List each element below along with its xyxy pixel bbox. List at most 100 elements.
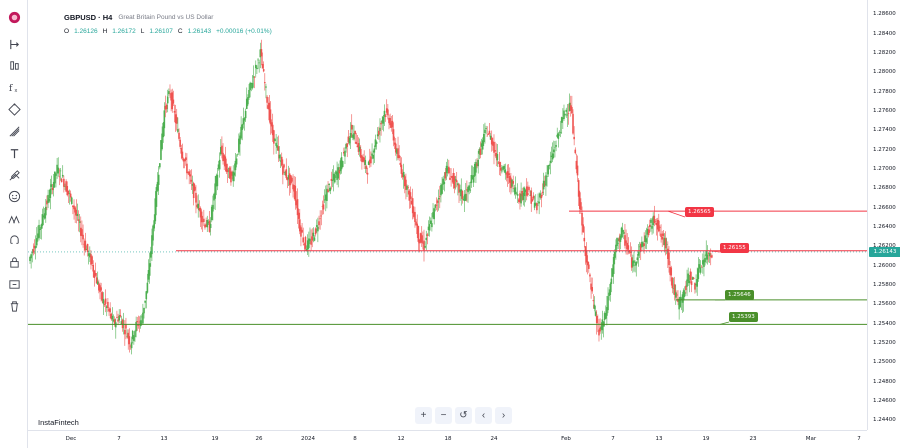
magnet-icon[interactable] bbox=[5, 231, 23, 249]
candle-body bbox=[103, 304, 106, 306]
chart-pane[interactable]: GBPUSD · H4 Great Britain Pound vs US Do… bbox=[28, 0, 867, 430]
time-axis[interactable]: Dec 7 13 19 26 2024 8 12 18 24 Feb 7 13 19 23 Mar 7 bbox=[28, 430, 867, 448]
candle-body bbox=[175, 116, 178, 124]
time-tick: 19 bbox=[211, 436, 219, 442]
candle-body bbox=[694, 283, 696, 290]
candle-body bbox=[242, 118, 245, 125]
candle-body bbox=[674, 292, 677, 298]
price-chart[interactable] bbox=[28, 0, 867, 430]
candle-body bbox=[444, 171, 447, 179]
candle-body bbox=[453, 176, 456, 189]
candle-body bbox=[523, 187, 526, 197]
candle-body bbox=[698, 264, 701, 269]
candle-body bbox=[498, 161, 501, 167]
brush-icon[interactable] bbox=[5, 122, 23, 140]
price-tick: 1.26800 bbox=[873, 185, 896, 192]
candle-body bbox=[168, 91, 170, 95]
candle-body bbox=[372, 154, 374, 159]
candle-body bbox=[137, 324, 140, 326]
candle-body bbox=[391, 120, 394, 128]
candle-body bbox=[136, 321, 139, 323]
candle-body bbox=[264, 82, 266, 84]
candle-body bbox=[493, 142, 495, 153]
candle-body bbox=[332, 173, 335, 181]
support-2-label: 1.25393 bbox=[729, 312, 758, 322]
candle-body bbox=[100, 287, 102, 291]
candle-body bbox=[582, 224, 584, 233]
price-tick: 1.24400 bbox=[873, 417, 896, 424]
scroll-right-button[interactable]: › bbox=[495, 407, 512, 424]
candle-body bbox=[576, 165, 579, 176]
candle-body bbox=[551, 153, 554, 160]
candle-body bbox=[394, 143, 397, 153]
candle-body bbox=[98, 283, 100, 291]
time-tick: 26 bbox=[255, 436, 263, 442]
measure-icon[interactable] bbox=[5, 209, 23, 227]
text-icon[interactable] bbox=[5, 144, 23, 162]
candle-body bbox=[703, 259, 705, 267]
price-axis[interactable]: 1.28600 1.28400 1.28200 1.28000 1.27800 1.276… bbox=[867, 0, 900, 430]
low-value: 1.26107 bbox=[149, 28, 173, 35]
zoom-out-button[interactable]: − bbox=[435, 407, 452, 424]
candle-body bbox=[110, 313, 113, 320]
scroll-left-button[interactable]: ‹ bbox=[475, 407, 492, 424]
candle-body bbox=[635, 261, 638, 266]
candle-body bbox=[521, 190, 524, 197]
candle-body bbox=[274, 139, 276, 142]
candle-body bbox=[159, 163, 161, 168]
prediction-icon[interactable] bbox=[5, 166, 23, 184]
candle-body bbox=[432, 212, 434, 218]
candle-body bbox=[76, 213, 79, 216]
candle-body bbox=[174, 114, 177, 124]
reset-button[interactable]: ↺ bbox=[455, 407, 472, 424]
candle-body bbox=[47, 194, 49, 204]
candle-body bbox=[221, 145, 223, 154]
trash-icon[interactable] bbox=[5, 297, 23, 315]
candle-body bbox=[107, 301, 109, 308]
candle-body bbox=[689, 271, 692, 281]
candle-body bbox=[688, 280, 691, 284]
candle-body bbox=[161, 133, 163, 150]
price-tick: 1.28000 bbox=[873, 69, 896, 76]
candle-body bbox=[239, 135, 241, 145]
candle-body bbox=[268, 102, 271, 121]
candle-body bbox=[633, 260, 635, 264]
candle-body bbox=[68, 193, 71, 194]
candle-body bbox=[463, 194, 466, 202]
visibility-icon[interactable] bbox=[5, 275, 23, 293]
candle-body bbox=[162, 123, 165, 138]
zoom-in-button[interactable]: + bbox=[415, 407, 432, 424]
candle-body bbox=[43, 213, 46, 219]
pattern-icon[interactable] bbox=[5, 100, 23, 118]
candle-body bbox=[111, 315, 114, 320]
candle-body bbox=[294, 185, 297, 201]
candle-body bbox=[328, 183, 330, 185]
candle-body bbox=[429, 220, 432, 224]
candle-body bbox=[556, 134, 559, 137]
candle-body bbox=[295, 200, 298, 206]
candle-body bbox=[515, 192, 518, 194]
resistance-1-label: 1.26565 bbox=[685, 207, 714, 217]
candle-body bbox=[530, 190, 533, 204]
price-tick: 1.27800 bbox=[873, 88, 896, 95]
candle-body bbox=[30, 254, 32, 259]
candle-body bbox=[504, 169, 507, 174]
trend-line-icon[interactable] bbox=[5, 56, 23, 74]
candle-body bbox=[624, 235, 626, 246]
candle-body bbox=[314, 228, 317, 235]
candle-body bbox=[653, 215, 656, 224]
candle-body bbox=[514, 187, 517, 195]
candle-body bbox=[401, 173, 404, 178]
candle-body bbox=[254, 64, 257, 69]
crosshair-icon[interactable] bbox=[5, 35, 23, 53]
symbol-name[interactable]: GBPUSD · H4 bbox=[64, 13, 113, 22]
candle-body bbox=[138, 321, 141, 323]
candle-body bbox=[124, 329, 126, 335]
candle-body bbox=[423, 240, 425, 251]
lock-icon[interactable] bbox=[5, 253, 23, 271]
candle-body bbox=[682, 290, 685, 301]
emoji-icon[interactable] bbox=[5, 187, 23, 205]
candle-body bbox=[503, 165, 505, 170]
